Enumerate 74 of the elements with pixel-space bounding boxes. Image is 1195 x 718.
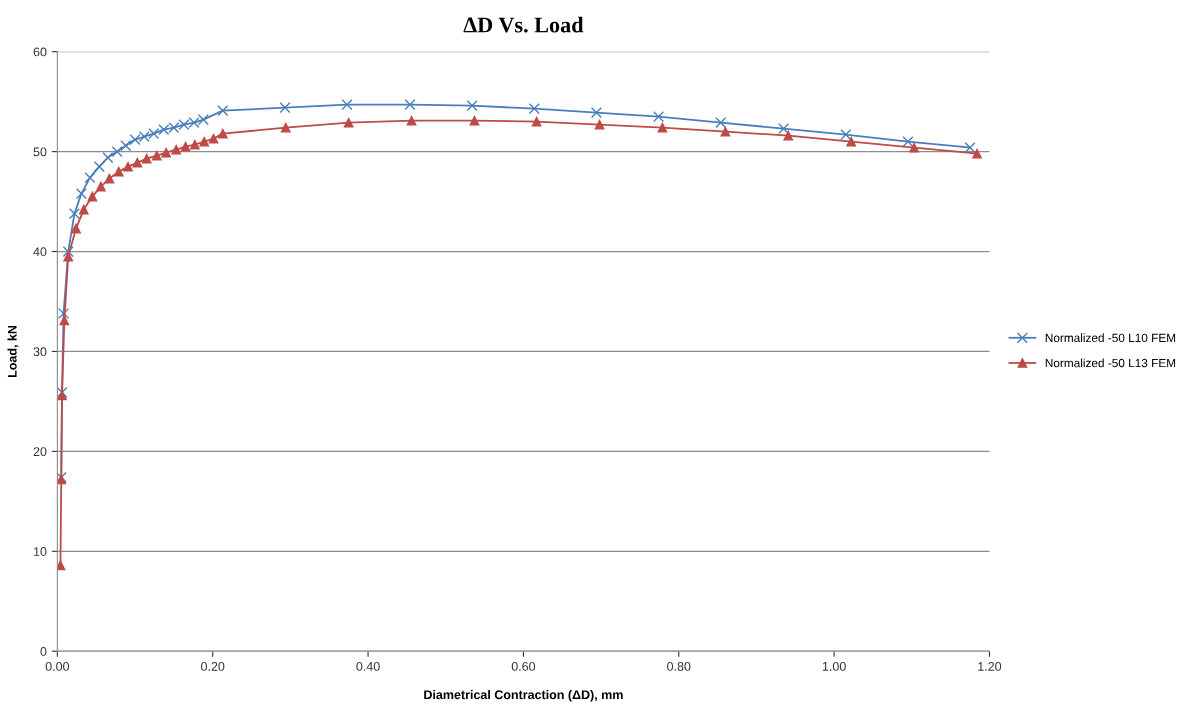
point [87,191,98,202]
point [57,560,66,571]
point [657,122,668,133]
point [68,208,81,220]
point [466,100,478,112]
point [75,188,87,200]
point [199,136,210,147]
point [71,223,81,234]
chart-title: ΔD Vs. Load [463,16,584,33]
point [189,139,200,150]
x-axis-title: Diametrical Contraction (ΔD), mm [424,689,623,702]
point [778,123,790,135]
point [141,153,152,164]
y-tick-label: 10 [33,547,47,556]
point [95,181,106,192]
point [180,141,191,152]
point [151,150,162,161]
point [208,133,219,144]
point [63,251,74,262]
point [341,99,353,111]
point [653,111,665,123]
point [280,122,291,133]
x-tick-label: 0.40 [356,661,380,671]
point [104,173,115,184]
y-tick-label: 40 [33,247,47,257]
point [161,147,171,158]
point [59,315,70,326]
x-tick-label: 0.60 [511,661,536,671]
point [469,115,480,126]
point [715,117,727,129]
point [78,204,89,215]
y-tick-label: 0 [40,647,47,656]
x-tick-label: 0.80 [667,661,691,671]
point [964,142,976,154]
point [590,107,602,119]
point [783,130,794,141]
point [93,161,105,173]
point [171,144,182,155]
y-tick-label: 50 [33,147,47,157]
point [113,166,124,177]
point [217,105,229,117]
point [406,115,417,126]
y-axis-title: Load, kN [7,325,19,378]
point [972,148,982,159]
point [840,129,852,141]
point [111,146,123,158]
point [528,103,540,115]
x-tick-label: 0.20 [201,661,225,671]
point [846,136,857,147]
point [84,172,96,184]
point [404,99,416,111]
y-tick-label: 20 [33,447,47,457]
point [58,307,70,320]
point [217,128,228,139]
legend-label: Normalized -50 L13 FEM [1045,358,1176,368]
y-tick-label: 30 [33,347,47,357]
point [57,390,67,401]
point [594,119,605,130]
point [720,126,731,137]
point [909,142,919,153]
point [120,140,132,152]
point [531,116,542,127]
point [62,245,74,258]
legend-label: Normalized -50 L10 FEM [1045,333,1176,343]
point [132,157,143,168]
x-tick-label: 1.20 [978,661,1002,671]
point [123,161,133,172]
y-tick-label: 60 [33,47,47,57]
point [343,117,354,128]
point [279,102,291,114]
point [102,152,114,164]
x-tick-label: 1.00 [822,661,846,671]
x-tick-label: 0.00 [45,661,70,671]
point [902,136,914,148]
